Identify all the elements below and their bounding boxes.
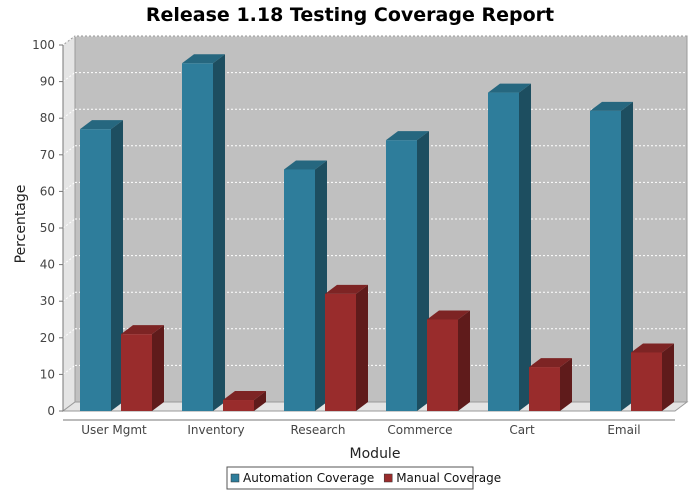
y-tick-label: 0 — [47, 404, 55, 418]
bar — [386, 131, 429, 411]
legend-label: Automation Coverage — [243, 471, 374, 485]
y-tick-label: 90 — [40, 75, 55, 89]
bar — [223, 391, 266, 411]
legend-swatch — [383, 473, 393, 483]
bar — [284, 160, 327, 411]
y-axis: 0 10 20 30 40 50 60 70 80 90 100 — [32, 38, 64, 418]
bar — [80, 120, 123, 412]
x-tick-label: Cart — [509, 423, 535, 437]
bar — [427, 310, 470, 411]
bars — [80, 54, 674, 412]
x-tick-label: User Mgmt — [81, 423, 147, 437]
gridline-wall — [62, 72, 76, 82]
chart-title: Release 1.18 Testing Coverage Report — [146, 4, 554, 26]
y-tick-label: 100 — [32, 38, 55, 52]
bar — [529, 358, 572, 411]
y-tick-label: 40 — [40, 258, 55, 272]
y-tick-label: 30 — [40, 294, 55, 308]
legend-swatch — [230, 473, 240, 483]
gridline-wall — [62, 255, 76, 266]
bar — [631, 343, 674, 411]
bar — [325, 284, 368, 411]
bar — [488, 83, 531, 411]
y-tick-label: 20 — [40, 331, 55, 345]
y-tick-label: 10 — [40, 367, 55, 381]
gridlines — [62, 35, 687, 375]
y-tick-label: 80 — [40, 111, 55, 125]
gridline-wall — [62, 35, 76, 46]
gridline-wall — [62, 328, 76, 339]
x-axis: User Mgmt Inventory Research Commerce Cart Em… — [63, 419, 675, 437]
y-axis-label: Percentage — [13, 185, 29, 264]
legend: Automation Coverage Manual Coverage — [226, 466, 501, 490]
bar — [121, 325, 164, 411]
gridline-wall — [62, 181, 76, 192]
x-tick-label: Commerce — [387, 423, 452, 437]
y-tick-label: 70 — [40, 148, 55, 162]
gridline-wall — [62, 291, 76, 302]
x-axis-label: Module — [350, 446, 401, 462]
y-tick-label: 60 — [40, 184, 55, 198]
gridline-wall — [62, 218, 76, 229]
x-tick-label: Email — [607, 423, 640, 437]
bar — [590, 101, 633, 411]
gridline-wall — [62, 108, 76, 119]
y-tick-label: 50 — [40, 221, 55, 235]
bar — [182, 54, 225, 412]
x-tick-label: Research — [290, 423, 345, 437]
x-tick-label: Inventory — [187, 423, 244, 437]
gridline-wall — [62, 364, 76, 375]
gridline-wall — [62, 145, 76, 156]
legend-label: Manual Coverage — [396, 471, 501, 485]
